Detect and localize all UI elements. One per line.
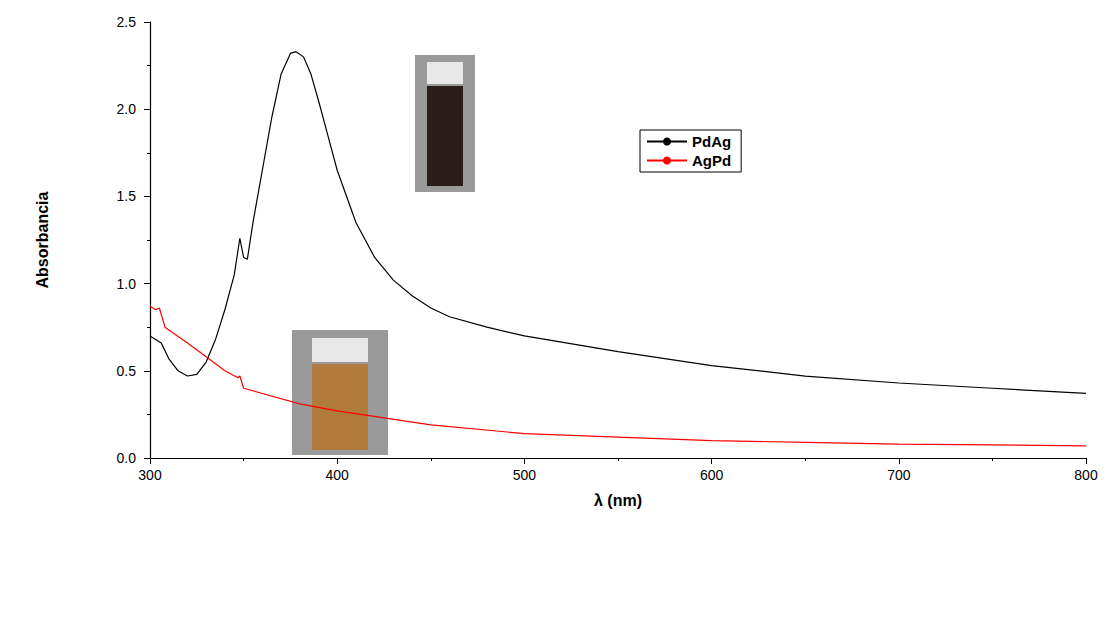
svg-text:2.0: 2.0 — [117, 101, 137, 117]
svg-text:AgPd: AgPd — [692, 152, 731, 169]
svg-text:2.5: 2.5 — [117, 14, 137, 30]
svg-text:500: 500 — [513, 467, 537, 483]
svg-text:0.0: 0.0 — [117, 450, 137, 466]
svg-text:PdAg: PdAg — [692, 133, 731, 150]
svg-text:λ (nm): λ (nm) — [594, 492, 642, 509]
svg-text:600: 600 — [700, 467, 724, 483]
svg-text:1.5: 1.5 — [117, 188, 137, 204]
svg-text:800: 800 — [1074, 467, 1098, 483]
svg-text:300: 300 — [138, 467, 162, 483]
svg-text:Absorbancia: Absorbancia — [34, 191, 51, 288]
svg-text:0.5: 0.5 — [117, 363, 137, 379]
svg-text:700: 700 — [887, 467, 911, 483]
svg-text:400: 400 — [326, 467, 350, 483]
svg-text:1.0: 1.0 — [117, 276, 137, 292]
